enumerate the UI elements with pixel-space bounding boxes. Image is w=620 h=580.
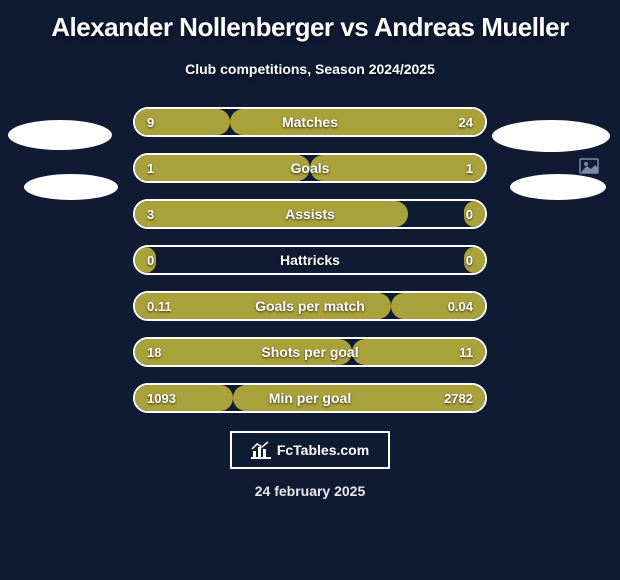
player-ellipse-0: [8, 120, 112, 150]
stat-label: Goals per match: [135, 293, 485, 319]
stat-label: Hattricks: [135, 247, 485, 273]
stat-row-hattricks: 00Hattricks: [133, 245, 487, 275]
brand-chart-icon: [251, 441, 271, 459]
stat-label: Goals: [135, 155, 485, 181]
chart-stage: 924Matches 11Goals 30Assists 00Hattricks 0.1…: [0, 107, 620, 413]
subtitle: Club competitions, Season 2024/2025: [0, 61, 620, 77]
image-placeholder-icon: [579, 156, 599, 181]
stat-label: Min per goal: [135, 385, 485, 411]
stat-row-matches: 924Matches: [133, 107, 487, 137]
stat-bars: 924Matches 11Goals 30Assists 00Hattricks 0.1…: [133, 107, 487, 413]
stat-row-shots-per-goal: 1811Shots per goal: [133, 337, 487, 367]
stat-label: Assists: [135, 201, 485, 227]
stat-row-min-per-goal: 10932782Min per goal: [133, 383, 487, 413]
stat-row-assists: 30Assists: [133, 199, 487, 229]
player-ellipse-2: [492, 120, 610, 152]
stat-label: Shots per goal: [135, 339, 485, 365]
stat-label: Matches: [135, 109, 485, 135]
player-ellipse-1: [24, 174, 118, 200]
date-text: 24 february 2025: [0, 483, 620, 499]
brand-text: FcTables.com: [277, 442, 369, 458]
page-title: Alexander Nollenberger vs Andreas Muelle…: [0, 0, 620, 43]
stat-row-goals-per-match: 0.110.04Goals per match: [133, 291, 487, 321]
brand-box[interactable]: FcTables.com: [230, 431, 390, 469]
stat-row-goals: 11Goals: [133, 153, 487, 183]
